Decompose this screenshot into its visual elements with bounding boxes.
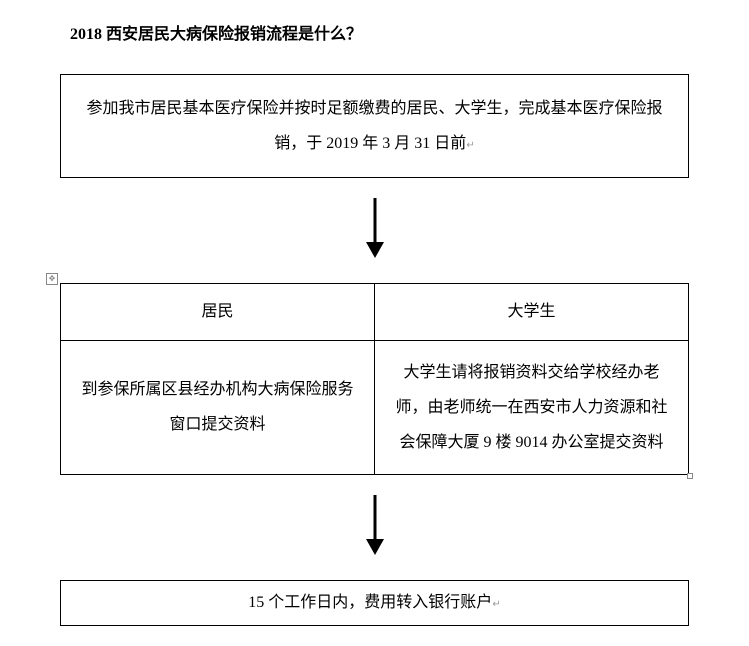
step-1-text: 参加我市居民基本医疗保险并按时足额缴费的居民、大学生，完成基本医疗保险报销，于 … xyxy=(86,100,662,152)
cell-resident: 到参保所属区县经办机构大病保险服务窗口提交资料 xyxy=(61,340,375,475)
arrow-2-container xyxy=(60,475,689,580)
step-1-box: 参加我市居民基本医疗保险并按时足额缴费的居民、大学生，完成基本医疗保险报销，于 … xyxy=(60,74,689,178)
table-header-row: 居民 大学生 xyxy=(61,284,689,340)
step-3-box: 15 个工作日内，费用转入银行账户↵ xyxy=(60,580,689,626)
header-resident: 居民 xyxy=(61,284,375,340)
cell-student: 大学生请将报销资料交给学校经办老师，由老师统一在西安市人力资源和社会保障大厦 9… xyxy=(375,340,689,475)
header-student: 大学生 xyxy=(375,284,689,340)
arrow-down-icon xyxy=(364,198,386,258)
arrow-down-icon xyxy=(364,495,386,555)
page-title: 2018 西安居民大病保险报销流程是什么？ xyxy=(70,20,689,44)
return-marker-icon: ↵ xyxy=(466,140,474,151)
split-table: 居民 大学生 到参保所属区县经办机构大病保险服务窗口提交资料 大学生请将报销资料… xyxy=(60,283,689,475)
arrow-1-container xyxy=(60,178,689,283)
table-move-handle-icon[interactable]: ✥ xyxy=(46,273,58,285)
step-3-text: 15 个工作日内，费用转入银行账户 xyxy=(248,594,492,611)
return-marker-icon: ↵ xyxy=(492,599,500,610)
split-table-container: ✥ 居民 大学生 到参保所属区县经办机构大病保险服务窗口提交资料 大学生请将报销… xyxy=(60,283,689,475)
table-resize-handle-icon[interactable] xyxy=(687,473,693,479)
table-body-row: 到参保所属区县经办机构大病保险服务窗口提交资料 大学生请将报销资料交给学校经办老… xyxy=(61,340,689,475)
